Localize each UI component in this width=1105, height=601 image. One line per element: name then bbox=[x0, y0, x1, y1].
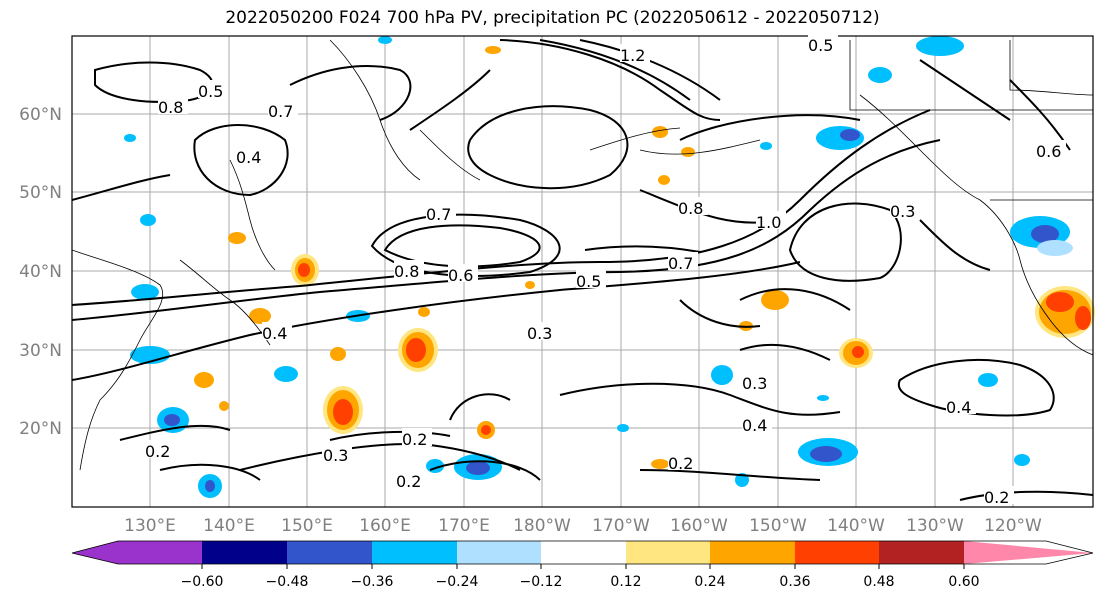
colorbar-tick-label: 0.60 bbox=[948, 574, 979, 590]
lon-label: 130°E bbox=[124, 516, 176, 536]
contour-label: 0.2 bbox=[145, 442, 170, 461]
colorbar-tick-label: −0.12 bbox=[520, 574, 563, 590]
lon-label: 170°E bbox=[438, 516, 490, 536]
contour-label: 0.8 bbox=[678, 199, 703, 218]
colorbar-segment bbox=[626, 541, 710, 564]
contour-label: 0.4 bbox=[946, 398, 971, 417]
contour-label: 0.7 bbox=[668, 254, 693, 273]
lat-label: 20°N bbox=[19, 419, 62, 439]
contour-label: 1.0 bbox=[756, 213, 781, 232]
latitude-labels: 60°N 50°N 40°N 30°N 20°N bbox=[19, 105, 62, 439]
colorbar-segment bbox=[287, 541, 372, 564]
contour-label: 0.8 bbox=[158, 98, 183, 117]
contour-label: 0.3 bbox=[742, 374, 767, 393]
colorbar-tick-label: −0.24 bbox=[436, 574, 479, 590]
contour-label: 0.3 bbox=[323, 446, 348, 465]
lon-label: 160°E bbox=[359, 516, 411, 536]
colorbar-tick-label: −0.48 bbox=[266, 574, 309, 590]
contour-label: 0.5 bbox=[576, 272, 601, 291]
colorbar-tick-label: 0.24 bbox=[694, 574, 725, 590]
colorbar-segment bbox=[879, 541, 964, 564]
contour-label: 0.6 bbox=[1036, 142, 1061, 161]
contour-label: 0.6 bbox=[448, 266, 473, 285]
lat-label: 50°N bbox=[19, 183, 62, 203]
lon-label: 150°W bbox=[749, 516, 807, 536]
contour-label: 0.5 bbox=[808, 36, 833, 55]
lat-label: 30°N bbox=[19, 341, 62, 361]
contour-label: 0.7 bbox=[426, 205, 451, 224]
contour-label: 0.2 bbox=[402, 430, 427, 449]
colorbar-segment bbox=[795, 541, 879, 564]
contour-label: 0.7 bbox=[268, 102, 293, 121]
contour-label: 0.4 bbox=[262, 324, 287, 343]
contour-label: 0.4 bbox=[742, 416, 767, 435]
colorbar-segment bbox=[541, 541, 626, 564]
contour-label: 0.2 bbox=[984, 488, 1009, 507]
colorbar-tick-label: −0.36 bbox=[351, 574, 394, 590]
longitude-labels: 130°E 140°E 150°E 160°E 170°E 180°W 170°… bbox=[124, 516, 1042, 536]
colorbar-segment bbox=[710, 541, 795, 564]
colorbar-tick-label: 0.36 bbox=[779, 574, 810, 590]
contour-label: 0.4 bbox=[236, 148, 261, 167]
lon-label: 120°W bbox=[984, 516, 1042, 536]
contour-label: 0.8 bbox=[394, 262, 419, 281]
lon-label: 170°W bbox=[592, 516, 650, 536]
lon-label: 180°W bbox=[513, 516, 571, 536]
contour-label: 0.2 bbox=[396, 472, 421, 491]
contour-label: 0.2 bbox=[668, 454, 693, 473]
colorbar-max-extend bbox=[964, 541, 1093, 564]
map-frame bbox=[71, 35, 1094, 508]
colorbar: −0.60 −0.48 −0.36 −0.24 −0.12 0.12 0.24 … bbox=[71, 540, 1094, 590]
colorbar-segment bbox=[372, 541, 457, 564]
colorbar-tick-label: 0.48 bbox=[863, 574, 894, 590]
contour-labels: 0.2 0.3 0.4 0.5 0.7 0.8 1.0 0.6 1.2 0.7 … bbox=[145, 34, 1066, 507]
colorbar-segment bbox=[202, 541, 287, 564]
lat-label: 40°N bbox=[19, 262, 62, 282]
contour-label: 1.2 bbox=[620, 46, 645, 65]
colorbar-tick-label: −0.60 bbox=[181, 574, 224, 590]
lon-label: 140°W bbox=[827, 516, 885, 536]
colorbar-min-extend bbox=[72, 541, 118, 564]
colorbar-segment bbox=[118, 541, 202, 564]
lon-label: 150°E bbox=[281, 516, 333, 536]
lon-label: 140°E bbox=[203, 516, 255, 536]
contour-label: 0.3 bbox=[890, 202, 915, 221]
colorbar-tick-label: 0.12 bbox=[610, 574, 641, 590]
colorbar-segment bbox=[457, 541, 541, 564]
precip-positive-shading bbox=[194, 46, 1095, 469]
lon-label: 160°W bbox=[670, 516, 728, 536]
contour-label: 0.3 bbox=[527, 324, 552, 343]
contour-label: 0.5 bbox=[198, 82, 223, 101]
map-title: 2022050200 F024 700 hPa PV, precipitatio… bbox=[225, 8, 880, 28]
lat-label: 60°N bbox=[19, 105, 62, 125]
coastlines bbox=[71, 39, 1094, 471]
lon-label: 130°W bbox=[906, 516, 964, 536]
